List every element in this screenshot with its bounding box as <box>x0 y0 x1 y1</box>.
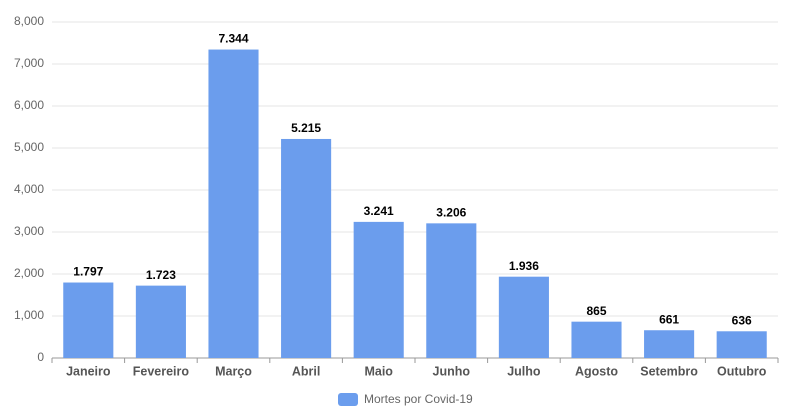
x-tick-label: Maio <box>364 364 393 378</box>
y-tick-label: 5,000 <box>14 140 44 154</box>
y-tick-label: 7,000 <box>14 56 44 70</box>
bar <box>571 321 622 358</box>
x-tick-label: Setembro <box>640 364 698 378</box>
x-tick-label: Janeiro <box>66 364 111 378</box>
bar <box>644 330 695 358</box>
value-label: 1.723 <box>146 268 176 282</box>
legend-swatch <box>338 393 358 406</box>
x-tick-label: Agosto <box>575 364 618 378</box>
value-label: 1.797 <box>73 265 103 279</box>
bar <box>353 221 404 358</box>
value-label: 7.344 <box>218 32 248 46</box>
bar <box>281 138 332 358</box>
y-tick-label: 0 <box>37 350 44 364</box>
value-label: 636 <box>732 313 752 327</box>
x-tick-label: Março <box>215 364 252 378</box>
bar <box>135 285 186 358</box>
x-tick-label: Fevereiro <box>133 364 190 378</box>
value-label: 661 <box>659 312 679 326</box>
y-tick-label: 3,000 <box>14 224 44 238</box>
y-tick-label: 1,000 <box>14 308 44 322</box>
bar <box>208 49 259 358</box>
legend-label: Mortes por Covid-19 <box>364 392 473 406</box>
bar <box>716 331 767 358</box>
y-tick-label: 8,000 <box>14 14 44 28</box>
value-label: 1.936 <box>509 259 539 273</box>
bar <box>63 282 114 358</box>
x-tick-label: Outubro <box>717 364 767 378</box>
y-tick-label: 4,000 <box>14 182 44 196</box>
bar <box>498 276 549 358</box>
value-label: 5.215 <box>291 121 321 135</box>
y-tick-label: 2,000 <box>14 266 44 280</box>
x-tick-label: Abril <box>292 364 320 378</box>
bar <box>426 223 477 358</box>
x-tick-label: Junho <box>433 364 471 378</box>
value-label: 3.241 <box>364 204 394 218</box>
x-tick-label: Julho <box>507 364 541 378</box>
value-label: 865 <box>586 304 606 318</box>
y-tick-label: 6,000 <box>14 98 44 112</box>
value-label: 3.206 <box>436 206 466 220</box>
